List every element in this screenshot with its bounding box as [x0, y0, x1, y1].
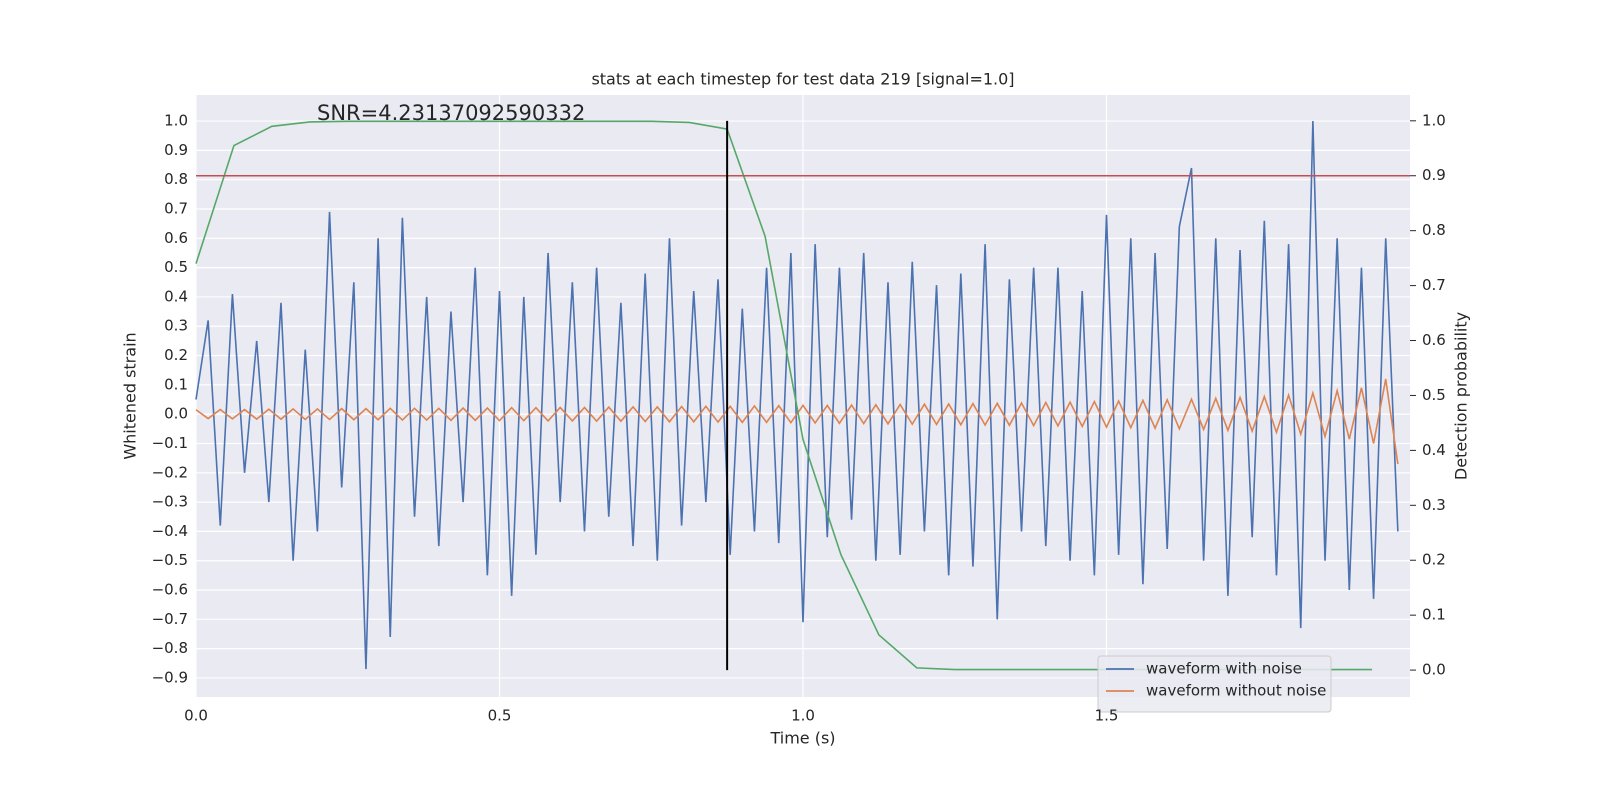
y-tick-label: −0.1 — [152, 434, 188, 452]
y-tick-label: −0.9 — [152, 668, 188, 686]
y2-tick-label: 0.1 — [1422, 606, 1446, 624]
series-line — [195, 378, 1399, 465]
y-tick-label: 0.6 — [164, 229, 188, 247]
legend-box — [1097, 655, 1332, 713]
x-tick-label: 1.0 — [791, 707, 815, 725]
y-tick-label: 0.9 — [164, 141, 188, 159]
y-tick-label: 0.5 — [164, 258, 188, 276]
x-tick-label: 0.5 — [488, 707, 512, 725]
y2-tick-label: 0.4 — [1422, 441, 1446, 459]
y-tick-label: −0.6 — [152, 581, 188, 599]
y-tick-label: 0.8 — [164, 170, 188, 188]
y-tick-label: 1.0 — [164, 112, 188, 130]
y-tick-label: 0.3 — [164, 317, 188, 335]
y-tick-label: −0.8 — [152, 639, 188, 657]
x-tick-label: 0.0 — [184, 707, 208, 725]
series-line — [195, 121, 1399, 670]
y2-tick-label: 0.0 — [1422, 661, 1446, 679]
y-tick-label: 0.2 — [164, 346, 188, 364]
y2-tick-label: 0.8 — [1422, 221, 1446, 239]
y-tick-label: 0.7 — [164, 200, 188, 218]
y2-axis-label: Detection probability — [1452, 312, 1471, 480]
x-axis-label: Time (s) — [769, 729, 835, 748]
y-tick-label: 0.4 — [164, 287, 188, 305]
y-tick-label: −0.7 — [152, 610, 188, 628]
y-axis-label: Whitened strain — [121, 332, 140, 459]
y-tick-label: −0.2 — [152, 463, 188, 481]
y2-tick-label: 0.9 — [1422, 166, 1446, 184]
y2-tick-label: 0.6 — [1422, 331, 1446, 349]
y-tick-label: −0.3 — [152, 493, 188, 511]
y2-tick-label: 0.3 — [1422, 496, 1446, 514]
legend-label: waveform without noise — [1146, 682, 1326, 700]
x-tick-label: 1.5 — [1095, 707, 1119, 725]
y-tick-label: 0.1 — [164, 375, 188, 393]
y-tick-label: −0.5 — [152, 551, 188, 569]
y2-tick-label: 0.5 — [1422, 386, 1446, 404]
y2-tick-label: 0.2 — [1422, 551, 1446, 569]
annotation: SNR=4.23137092590332 — [317, 101, 585, 125]
y-tick-label: 0.0 — [164, 405, 188, 423]
y-tick-label: −0.4 — [152, 522, 188, 540]
chart-title: stats at each timestep for test data 219… — [591, 70, 1014, 89]
legend-label: waveform with noise — [1146, 660, 1302, 678]
y2-tick-label: 1.0 — [1422, 111, 1446, 129]
y2-tick-label: 0.7 — [1422, 276, 1446, 294]
